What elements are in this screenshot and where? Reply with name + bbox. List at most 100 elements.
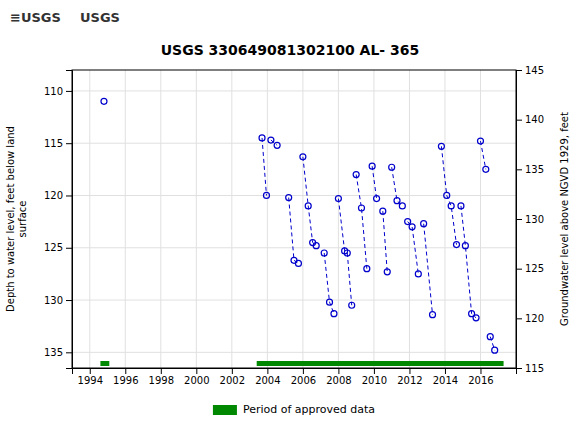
x-axis-tick: 2010 — [362, 368, 387, 386]
y2-axis: 115120125130135140145 — [516, 65, 544, 374]
plot: 1994199619982000200220042006200820102012… — [5, 65, 570, 416]
data-point — [364, 266, 370, 272]
y2-axis-line — [517, 71, 523, 369]
data-point — [344, 250, 350, 256]
y-axis-tick-label: 125 — [44, 242, 63, 253]
y-axis-tick-mark — [66, 91, 72, 92]
grid-line-x — [444, 70, 445, 368]
series-line — [383, 211, 387, 272]
data-point — [389, 164, 395, 170]
grid-line-y — [72, 352, 516, 353]
y2-axis-tick: 140 — [516, 114, 544, 125]
x-axis-tick: 2008 — [326, 368, 351, 386]
series-line — [372, 166, 376, 198]
data-point — [321, 250, 327, 256]
y2-axis-title: Groundwater level above NGVD 1929, feet — [559, 112, 570, 326]
data-point — [349, 302, 355, 308]
series-line — [324, 253, 334, 314]
y2-axis-tick-label: 140 — [525, 114, 544, 125]
data-point — [444, 192, 450, 198]
plot-frame — [72, 70, 516, 368]
data-point — [438, 143, 444, 149]
y2-axis-tick: 130 — [516, 214, 544, 225]
legend: Period of approved data — [213, 403, 375, 416]
x-axis-tick-mark — [445, 368, 446, 374]
data-point — [353, 172, 359, 178]
y2-axis-tick-label: 120 — [525, 313, 544, 324]
grid-line-x — [196, 70, 197, 368]
chart: ≡USGSUSGSUSGS 330649081302100 AL- 365199… — [0, 0, 580, 430]
x-axis-tick-label: 2006 — [291, 375, 316, 386]
x-axis-line — [73, 369, 517, 375]
x-axis-tick: 2000 — [184, 368, 209, 386]
data-point — [268, 137, 274, 143]
x-axis-tick-label: 1998 — [149, 375, 174, 386]
y2-axis-tick-mark — [516, 70, 522, 71]
x-axis-tick: 1994 — [78, 368, 103, 386]
grid-line-x — [302, 70, 303, 368]
data-point — [374, 196, 380, 202]
data-point — [405, 219, 411, 225]
annotation: USGS — [80, 10, 120, 25]
data-point — [399, 203, 405, 209]
y-axis-tick-mark — [66, 195, 72, 196]
x-axis-tick-mark — [196, 368, 197, 374]
x-axis-tick-mark — [161, 368, 162, 374]
grid-line-x — [231, 70, 232, 368]
grid-line-x — [89, 70, 90, 368]
y-axis-tick: 125 — [44, 242, 72, 253]
y-axis-tick-mark — [66, 248, 72, 249]
series-line — [303, 157, 316, 246]
grid-line-x — [160, 70, 161, 368]
data-point — [487, 334, 493, 340]
x-axis: 1994199619982000200220042006200820102012… — [73, 368, 517, 386]
data-point — [286, 195, 292, 201]
y2-axis-tick: 145 — [516, 65, 544, 76]
x-axis-tick-label: 1996 — [113, 375, 138, 386]
grid-line-y — [72, 90, 516, 91]
data-point — [327, 299, 333, 305]
x-axis-tick-label: 2008 — [326, 375, 351, 386]
data-point — [483, 166, 489, 172]
series-line — [338, 199, 344, 251]
approved-period — [257, 361, 504, 366]
grid — [72, 70, 516, 368]
x-axis-tick-mark — [303, 368, 304, 374]
x-axis-tick-mark — [125, 368, 126, 374]
title: USGS 330649081302100 AL- 365 — [161, 42, 420, 58]
x-axis-tick-label: 2016 — [468, 375, 493, 386]
x-axis-tick-label: 2004 — [255, 375, 280, 386]
legend-swatch — [213, 405, 237, 415]
x-axis-tick-mark — [409, 368, 410, 374]
grid-line-x — [125, 70, 126, 368]
grid-line-x — [338, 70, 339, 368]
x-axis-tick-label: 2012 — [397, 375, 422, 386]
series-line — [392, 167, 403, 206]
series-line — [347, 253, 351, 305]
y-axis-tick-label: 120 — [44, 190, 63, 201]
data-point — [300, 154, 306, 160]
x-axis-tick-mark — [374, 368, 375, 374]
grid-line-y — [72, 143, 516, 144]
data-point — [462, 243, 468, 249]
x-axis-tick-mark — [90, 368, 91, 374]
y-axis-tick-mark — [66, 143, 72, 144]
data-point — [492, 347, 498, 353]
series-line — [441, 146, 456, 244]
y2-axis-tick: 125 — [516, 263, 544, 274]
y2-axis-tick-mark — [516, 318, 522, 319]
x-axis-tick-label: 2010 — [362, 375, 387, 386]
series-line — [461, 206, 476, 318]
x-axis-tick: 2012 — [397, 368, 422, 386]
y2-axis-tick: 115 — [516, 363, 544, 374]
x-axis-tick-label: 2000 — [184, 375, 209, 386]
data-point — [101, 98, 107, 104]
grid-line-y — [72, 300, 516, 301]
y-axis-tick-label: 135 — [44, 347, 63, 358]
series-line — [356, 175, 367, 269]
y-axis-tick: 135 — [44, 347, 72, 358]
data-point — [305, 203, 311, 209]
y-axis-tick-mark — [66, 352, 72, 353]
grid-line-x — [267, 70, 268, 368]
y2-axis-tick-label: 115 — [525, 363, 544, 374]
